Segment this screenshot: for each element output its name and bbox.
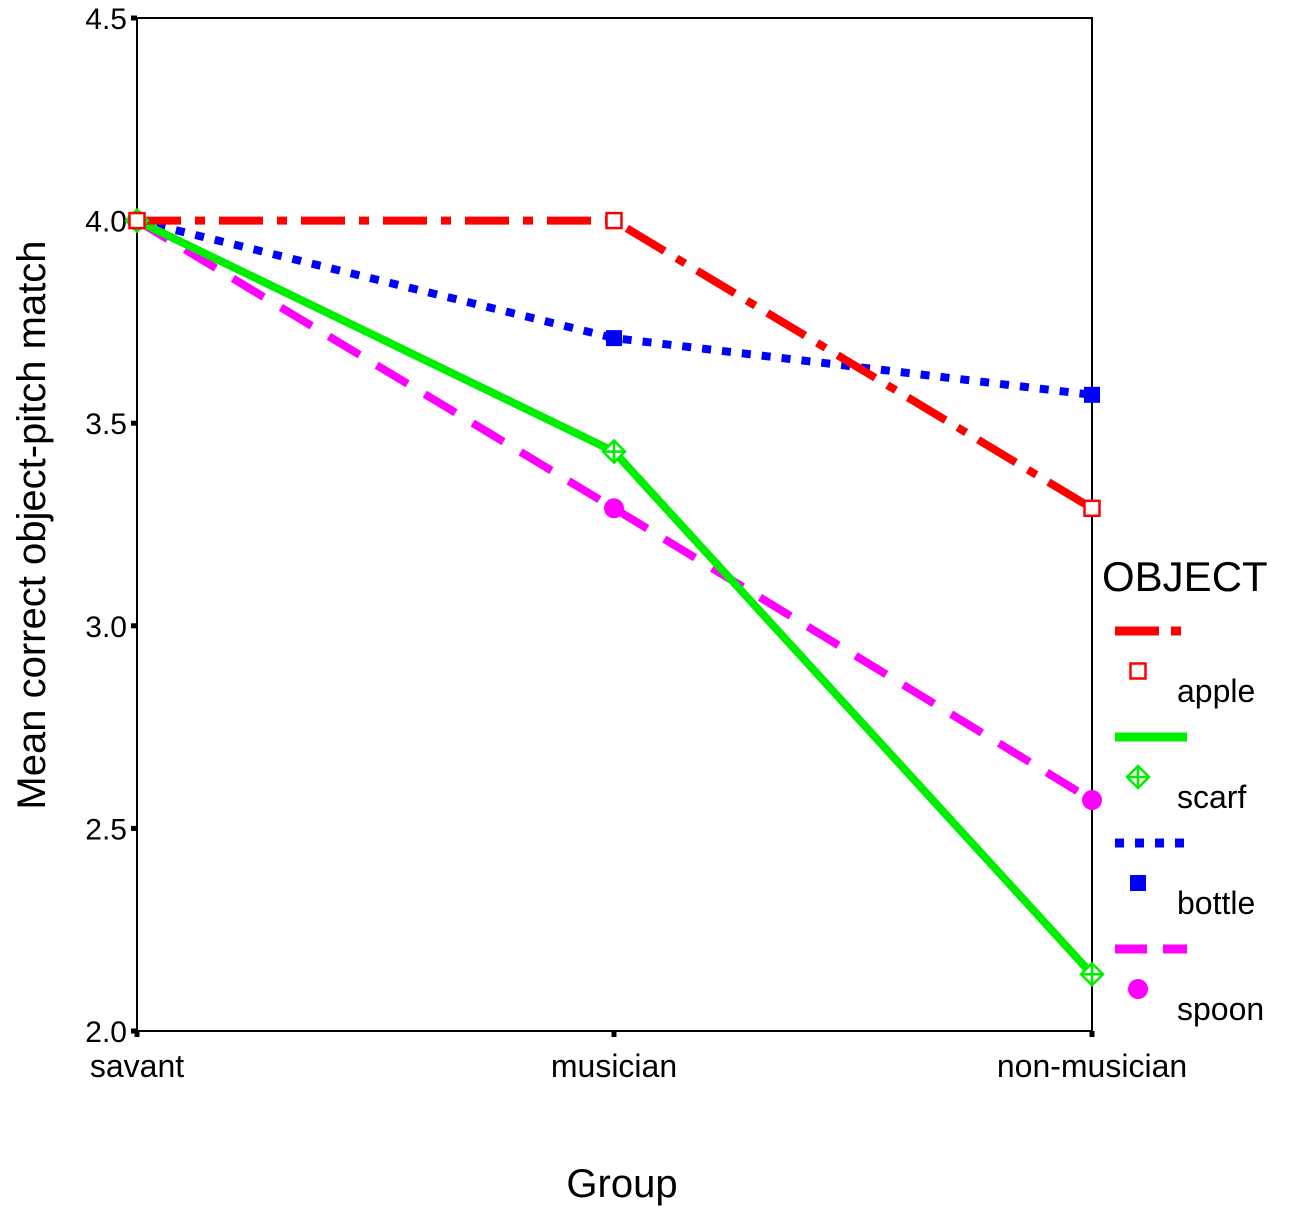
x-tick-label: savant [90,1048,184,1084]
legend: OBJECT apple scarf bottle spoon [1102,553,1268,1027]
y-axis-title: Mean correct object-pitch match [10,240,54,809]
point-bottle [1084,386,1100,403]
x-tick-label: musician [551,1048,677,1084]
series-markers [124,207,1105,988]
point-spoon [1082,790,1102,811]
y-tick-label: 4.5 [85,3,127,36]
legend-marker-bottle [1130,875,1146,891]
legend-marker-scarf [1125,764,1151,790]
legend-label-scarf: scarf [1177,779,1246,815]
point-apple [1083,499,1101,518]
legend-marker-spoon [1128,979,1148,999]
legend-label-spoon: spoon [1177,991,1264,1027]
x-axis: savant musician non-musician [90,1031,1187,1084]
point-scarf [601,438,627,465]
y-tick-label: 4.0 [85,206,127,239]
x-tick-label: non-musician [997,1048,1187,1084]
series-line-apple [137,216,1095,512]
series-line-bottle [136,216,1093,399]
point-spoon [604,498,624,519]
y-axis: 2.0 2.5 3.0 3.5 4.0 4.5 [85,3,137,1049]
y-tick-label: 3.0 [85,611,127,644]
y-tick-label: 3.5 [85,408,127,441]
y-tick-label: 2.5 [85,813,127,846]
legend-label-apple: apple [1177,673,1255,709]
x-axis-title: Group [566,1162,677,1206]
point-apple [605,211,623,230]
legend-label-bottle: bottle [1177,885,1255,921]
y-tick-label: 2.0 [85,1016,127,1049]
point-scarf [1079,961,1105,988]
point-bottle [606,330,622,347]
legend-title: OBJECT [1102,553,1268,600]
legend-marker-apple [1129,662,1147,680]
point-apple [128,211,146,230]
plot-frame [136,17,1093,1032]
series-line-spoon [134,217,1095,804]
